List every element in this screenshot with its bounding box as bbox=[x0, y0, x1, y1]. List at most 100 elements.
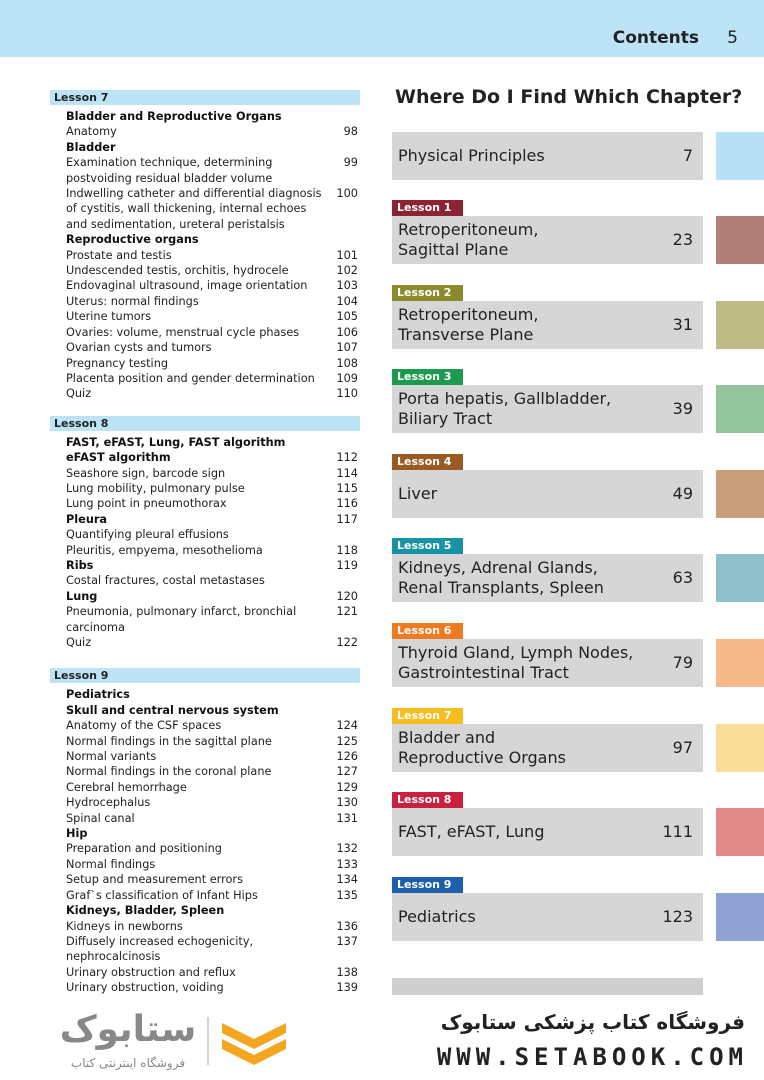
toc-entry: Costal fractures, costal metastases bbox=[50, 573, 360, 588]
lesson-block: Lesson 7 Bladder and Reproductive Organs A… bbox=[50, 90, 360, 402]
entry-page: 100 bbox=[336, 187, 358, 201]
toc-entry: Bladder and Reproductive Organs bbox=[50, 109, 360, 124]
entry-text: Endovaginal ultrasound, image orientatio… bbox=[66, 279, 308, 293]
entry-text: Quiz bbox=[66, 636, 92, 649]
entry-text: Ovarian cysts and tumors bbox=[66, 341, 212, 355]
entry-text: Preparation and positioning bbox=[66, 842, 222, 856]
chapter-box: Retroperitoneum, Sagittal Plane 23 bbox=[392, 216, 703, 264]
chapter-name: Thyroid Gland, Lymph Nodes, Gastrointesti… bbox=[398, 639, 633, 687]
entry-text: Urinary obstruction, voiding cystourethr… bbox=[66, 981, 224, 995]
toc-entry: Bladder bbox=[50, 140, 360, 155]
entry-page: 122 bbox=[336, 636, 358, 649]
chapter-page: 97 bbox=[672, 737, 693, 757]
entry-text: Lung bbox=[66, 589, 98, 603]
entry-text: Seashore sign, barcode sign bbox=[66, 466, 226, 480]
entry-page: 137 bbox=[336, 934, 358, 948]
entry-text: Setup and measurement errors bbox=[66, 873, 243, 887]
entry-page: 98 bbox=[343, 125, 358, 139]
entry-page: 121 bbox=[336, 605, 358, 619]
entry-page: 115 bbox=[336, 481, 358, 495]
entry-page: 135 bbox=[336, 888, 358, 902]
chapter-page: 23 bbox=[672, 230, 693, 249]
entry-page: 118 bbox=[336, 543, 358, 557]
lesson-tag: Lesson 8 bbox=[392, 792, 463, 809]
chapter-box: Kidneys, Adrenal Glands, Renal Transplant… bbox=[392, 554, 703, 603]
toc-entry: Pneumonia, pulmonary infarct, bronchial … bbox=[50, 604, 360, 635]
entry-text: Cerebral hemorrhage bbox=[66, 780, 187, 794]
toc-entry: Pleuritis, empyema, mesothelioma 118 bbox=[50, 543, 360, 558]
entry-text: Normal findings bbox=[66, 857, 156, 871]
entry-text: Bladder and Reproductive Organs bbox=[66, 110, 282, 123]
chapter-page: 7 bbox=[682, 146, 693, 165]
entry-text: Skull and central nervous system bbox=[66, 703, 279, 717]
entry-text: Ovaries: volume, menstrual cycle phases bbox=[66, 325, 300, 339]
chapter-line: Physical Principles bbox=[398, 146, 545, 165]
toc-entry: Lung point in pneumothorax 116 bbox=[50, 496, 360, 511]
toc-entry: Placenta position and gender determinati… bbox=[50, 371, 360, 386]
chapter-box: Thyroid Gland, Lymph Nodes, Gastrointesti… bbox=[392, 639, 703, 687]
lesson-tag: Lesson 3 bbox=[392, 369, 463, 386]
entry-text: Urinary obstruction and reflux bbox=[66, 965, 236, 979]
chapter-name: Physical Principles bbox=[398, 132, 545, 180]
chapter-page: 123 bbox=[662, 906, 693, 926]
entry-text: Normal variants bbox=[66, 750, 157, 764]
entry-text: Pleuritis, empyema, mesothelioma bbox=[66, 543, 263, 557]
entry-text: Ribs bbox=[66, 558, 94, 572]
lesson-tag: Lesson 1 bbox=[392, 200, 463, 216]
color-tab bbox=[716, 723, 764, 772]
entry-page: 129 bbox=[336, 780, 358, 794]
entry-page: 126 bbox=[336, 750, 358, 764]
entry-page: 109 bbox=[336, 371, 358, 385]
toc-entry: Reproductive organs bbox=[50, 232, 360, 247]
logo-sub: فروشگاه اینترنتی کتاب bbox=[71, 1056, 185, 1071]
toc-entry: Kidneys in newborns 136 bbox=[50, 919, 360, 934]
toc-entry: Quiz 122 bbox=[50, 635, 360, 650]
lesson-block: Lesson 8 FAST, eFAST, Lung, FAST algorith… bbox=[50, 415, 360, 651]
toc-entry: Setup and measurement errors 134 bbox=[50, 872, 360, 887]
chapter-box: Liver 49 bbox=[392, 469, 703, 518]
shop-url: WWW.SETABOOK.COM bbox=[437, 1043, 748, 1071]
toc-entry: Quiz 110 bbox=[50, 386, 360, 401]
entry-text: Kidneys, Bladder, Spleen bbox=[66, 904, 225, 918]
toc-entry: Urinary obstruction, voiding cystourethr… bbox=[50, 980, 360, 995]
entry-text: Diffusely increased echogenicity, nephro… bbox=[66, 934, 254, 964]
entry-text: Anatomy of the CSF spaces bbox=[66, 719, 222, 733]
chapter-page: 49 bbox=[672, 483, 693, 503]
toc-entry: Lung 120 bbox=[50, 589, 360, 604]
entry-page: 132 bbox=[336, 842, 358, 856]
entry-page: 105 bbox=[336, 310, 358, 324]
color-tab bbox=[716, 132, 764, 180]
chapter-box: Pediatrics 123 bbox=[392, 892, 703, 941]
chapter-line: Thyroid Gland, Lymph Nodes, bbox=[398, 643, 634, 662]
chapter-line: Retroperitoneum, bbox=[398, 220, 539, 239]
entry-text: Costal fractures, costal metastases bbox=[66, 574, 265, 588]
entry-page: 110 bbox=[336, 387, 358, 401]
toc-entry: Normal findings 133 bbox=[50, 857, 360, 872]
toc-entry: Ovarian cysts and tumors 107 bbox=[50, 340, 360, 355]
entry-text: Pleura bbox=[66, 512, 108, 526]
entry-page: 139 bbox=[336, 981, 358, 995]
entry-text: Placenta position and gender determinati… bbox=[66, 371, 315, 385]
entry-text: Prostate and testis bbox=[66, 248, 172, 262]
toc-entry: Ribs 119 bbox=[50, 558, 360, 573]
toc-entry: Diffusely increased echogenicity, nephro… bbox=[50, 934, 360, 965]
footer-banner: ستابوک فروشگاه اینترنتی کتاب فروشگاه کتا… bbox=[0, 995, 764, 1080]
chapter-name: Retroperitoneum, Transverse Plane bbox=[398, 301, 538, 349]
toc-entry: Spinal canal 131 bbox=[50, 811, 360, 826]
toc-entry: Pediatrics bbox=[50, 687, 360, 702]
color-tab bbox=[716, 639, 764, 687]
lesson-tag: Lesson 2 bbox=[392, 284, 463, 301]
chapter-line: Reproductive Organs bbox=[398, 747, 566, 767]
entry-page: 134 bbox=[336, 873, 358, 887]
cut-box bbox=[392, 978, 703, 998]
toc-entry: Ovaries: volume, menstrual cycle phases 1… bbox=[50, 325, 360, 340]
entry-page: 106 bbox=[336, 325, 358, 339]
entry-text: Pediatrics bbox=[66, 688, 130, 702]
logo-icon bbox=[222, 1023, 286, 1049]
toc-entry: Hydrocephalus 130 bbox=[50, 795, 360, 810]
entry-page: 103 bbox=[336, 279, 358, 293]
lesson-label: Lesson 9 bbox=[50, 668, 360, 684]
logo-icon bbox=[222, 1039, 286, 1065]
chapter-name: Liver bbox=[398, 470, 437, 518]
entry-page: 136 bbox=[336, 919, 358, 933]
